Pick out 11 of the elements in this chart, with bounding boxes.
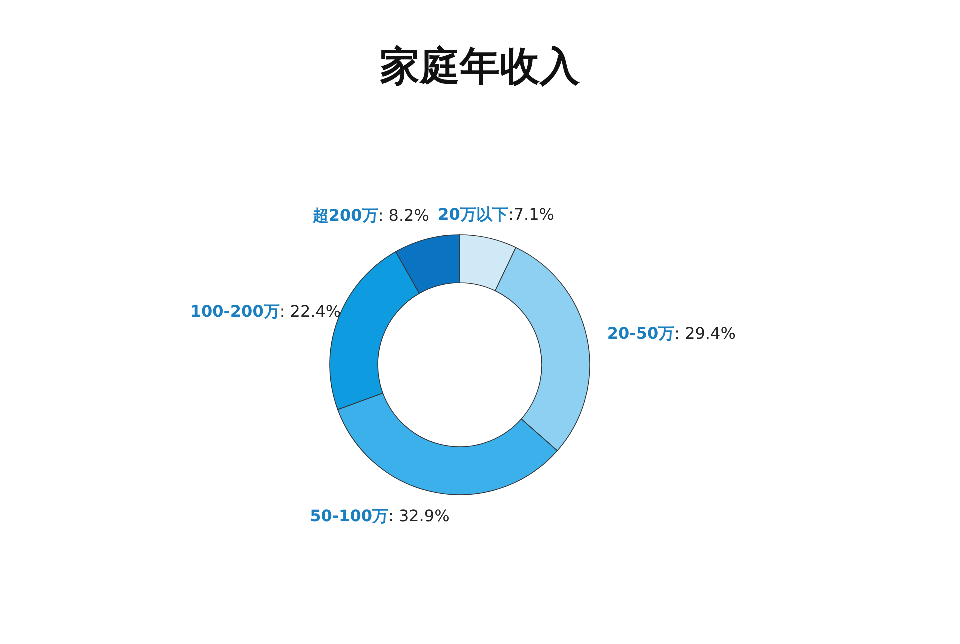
- slice-label: 超200万: [312, 206, 378, 226]
- slice-label: 20-50万: [607, 324, 675, 344]
- slice-label: 50-100万: [310, 506, 388, 526]
- data-label: :7.1%: [508, 204, 554, 224]
- slice-label: 100-200万: [190, 302, 280, 321]
- slice-label: 20万以下: [438, 204, 508, 224]
- data-label: : 8.2%: [378, 206, 430, 226]
- chart-title: 家庭年收入: [380, 44, 581, 90]
- data-label: : 29.4%: [674, 324, 736, 344]
- data-label: : 32.9%: [388, 506, 450, 526]
- data-label: : 22.4%: [280, 302, 342, 321]
